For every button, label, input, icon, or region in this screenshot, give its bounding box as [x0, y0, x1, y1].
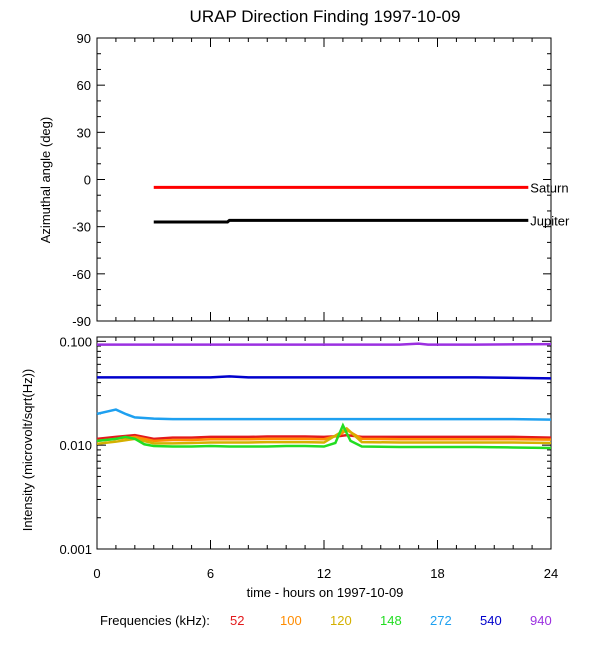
intensity-series-540: [97, 375, 552, 380]
azimuth-ytick-label: 90: [77, 31, 91, 46]
intensity-ytick-label: 0.001: [59, 542, 92, 557]
frequency-legend-item-100: 100: [280, 613, 302, 628]
frequency-legend-title: Frequencies (kHz):: [100, 613, 210, 628]
series-label-jupiter: Jupiter: [530, 213, 570, 228]
intensity-series-940: [97, 342, 552, 346]
intensity-ytick-label: 0.100: [59, 334, 92, 349]
series-label-saturn: Saturn: [530, 180, 568, 195]
frequency-legend: Frequencies (kHz): 52 100 120 148 272 540 940: [100, 613, 552, 628]
frequency-legend-item-120: 120: [330, 613, 352, 628]
azimuth-panel: Azimuthal angle (deg) 90 60 30 0 -30 -60 -90 S…: [38, 31, 570, 329]
frequency-legend-item-940: 940: [530, 613, 552, 628]
azimuth-ytick-label: 30: [77, 125, 91, 140]
intensity-series: [96, 342, 552, 450]
azimuth-ytick-label: 0: [84, 173, 91, 188]
frequency-legend-item-148: 148: [380, 613, 402, 628]
chart-title: URAP Direction Finding 1997-10-09: [190, 7, 461, 26]
azimuth-ytick-label: -30: [72, 220, 91, 235]
intensity-series-100: [96, 428, 552, 443]
x-tick-labels: 0 6 12 18 24: [93, 566, 558, 581]
azimuth-ylabel: Azimuthal angle (deg): [38, 117, 53, 243]
azimuth-ticks: 90 60 30 0 -30 -60 -90: [72, 31, 552, 329]
intensity-ytick-label: 0.010: [59, 438, 92, 453]
intensity-panel: Intensity (microvolt/sqrt(Hz)) 0.100 0.01…: [20, 334, 558, 581]
frequency-legend-item-52: 52: [230, 613, 244, 628]
frequency-legend-items: 52 100 120 148 272 540 940: [230, 613, 552, 628]
frequency-legend-item-272: 272: [430, 613, 452, 628]
x-tick-label: 6: [207, 566, 214, 581]
intensity-series-272: [96, 408, 552, 421]
x-tick-label: 18: [430, 566, 444, 581]
azimuth-plot-frame: [96, 37, 552, 322]
x-tick-label: 12: [317, 566, 331, 581]
azimuth-ytick-label: -60: [72, 267, 91, 282]
x-axis-label: time - hours on 1997-10-09: [247, 585, 404, 600]
intensity-ticks: 0.100 0.010 0.001: [59, 334, 552, 557]
intensity-series-120: [96, 426, 552, 446]
intensity-series-52: [96, 433, 552, 441]
azimuth-series: Saturn Jupiter: [153, 180, 570, 228]
x-tick-label: 0: [93, 566, 100, 581]
azimuth-ytick-label: 60: [77, 78, 91, 93]
intensity-ylabel: Intensity (microvolt/sqrt(Hz)): [20, 369, 35, 532]
x-tick-label: 24: [544, 566, 558, 581]
frequency-legend-item-540: 540: [480, 613, 502, 628]
series-line-jupiter: [153, 218, 529, 224]
azimuth-ytick-label: -90: [72, 314, 91, 329]
intensity-series-148: [96, 422, 552, 450]
